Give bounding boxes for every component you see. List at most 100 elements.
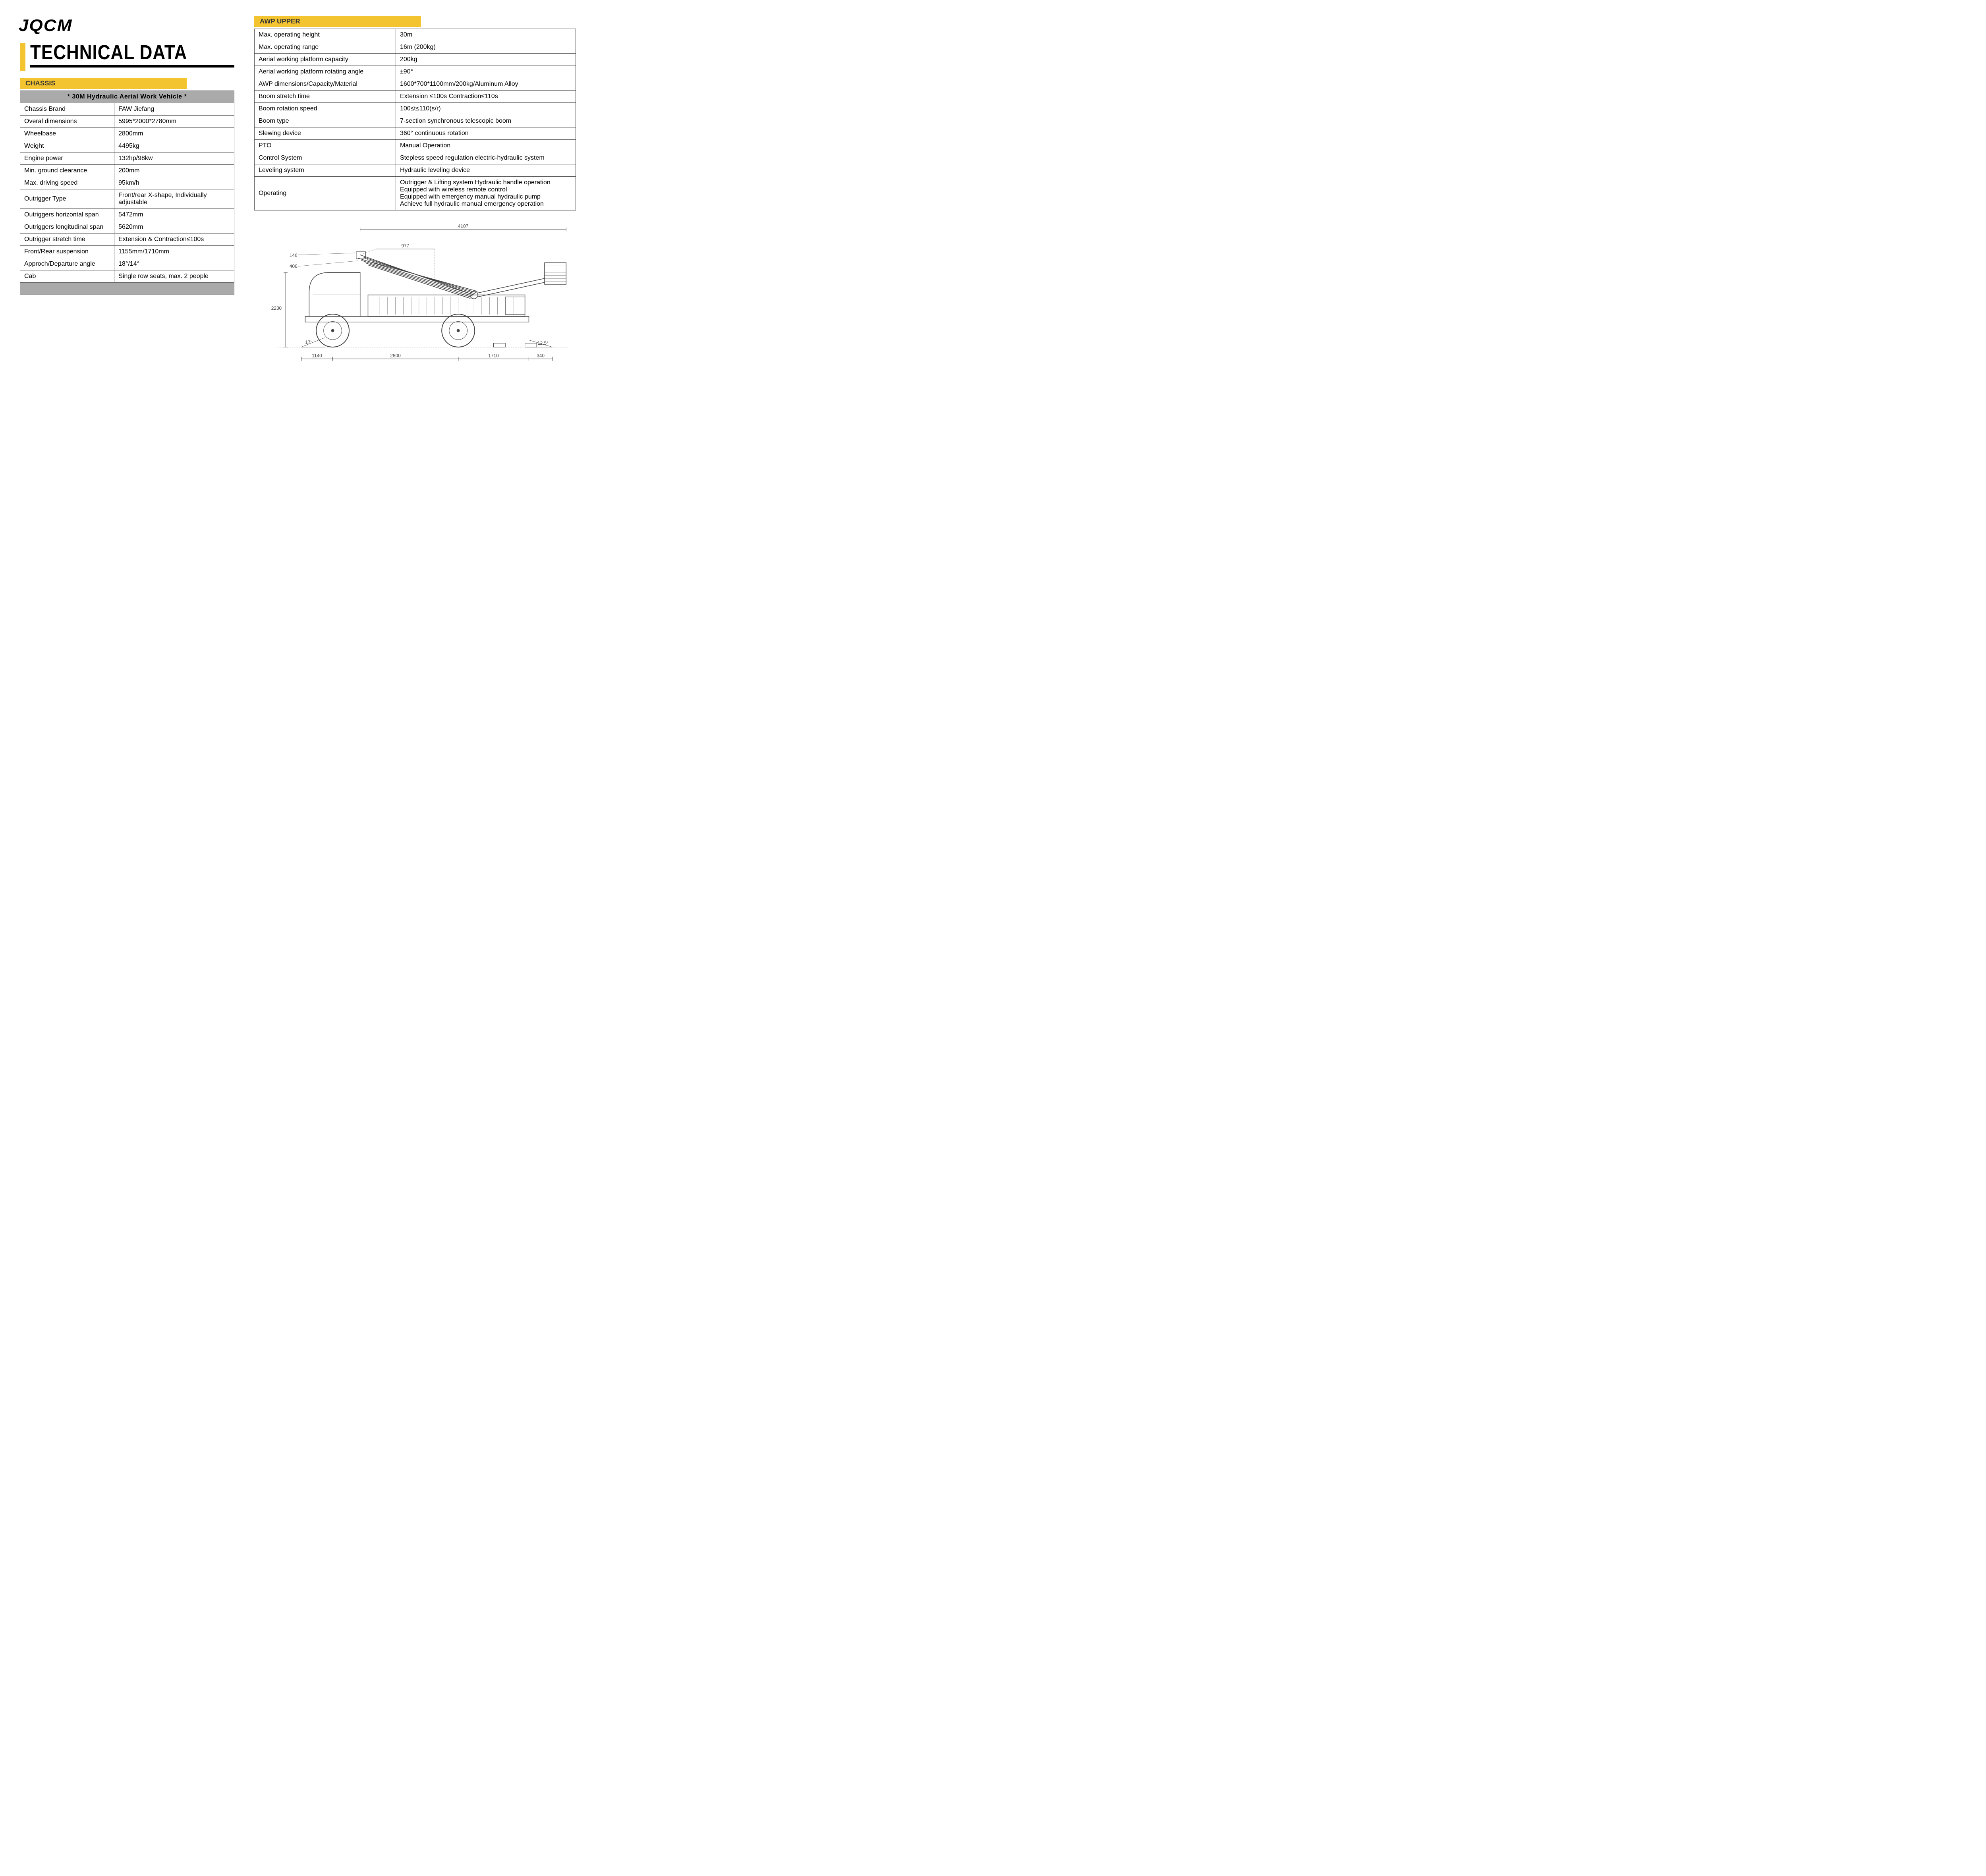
- table-row: Boom type7-section synchronous telescopi…: [255, 115, 576, 127]
- svg-text:340: 340: [537, 353, 545, 359]
- svg-text:17°: 17°: [305, 340, 312, 345]
- spec-label: Wheelbase: [20, 128, 114, 140]
- spec-label: Outriggers longitudinal span: [20, 221, 114, 234]
- title-accent-bar: [20, 43, 25, 71]
- svg-text:977: 977: [401, 243, 409, 249]
- spec-label: Boom rotation speed: [255, 103, 396, 115]
- spec-value: Stepless speed regulation electric-hydra…: [396, 152, 576, 164]
- spec-label: Operating: [255, 177, 396, 210]
- title-block: TECHNICAL DATA: [20, 43, 234, 71]
- table-row: Min. ground clearance200mm: [20, 165, 234, 177]
- svg-text:406: 406: [290, 263, 298, 269]
- spec-label: Leveling system: [255, 164, 396, 177]
- spec-value: 2800mm: [114, 128, 234, 140]
- chassis-table: * 30M Hydraulic Aerial Work Vehicle *Cha…: [20, 91, 234, 295]
- awp-section-header: AWP UPPER: [254, 16, 421, 27]
- svg-text:2800: 2800: [390, 353, 401, 359]
- spec-value: 7-section synchronous telescopic boom: [396, 115, 576, 127]
- spec-value: 18°/14°: [114, 258, 234, 270]
- table-row: Max. operating range16m (200kg): [255, 41, 576, 54]
- spec-value: 5472mm: [114, 209, 234, 221]
- table-row: Boom stretch timeExtension ≤100s Contrac…: [255, 91, 576, 103]
- spec-value: Front/rear X-shape, Individually adjusta…: [114, 189, 234, 209]
- title-underline: [30, 65, 234, 68]
- spec-value: 100≤t≤110(s/r): [396, 103, 576, 115]
- spec-label: Aerial working platform capacity: [255, 54, 396, 66]
- table-row: Max. operating height30m: [255, 29, 576, 41]
- spec-label: Slewing device: [255, 127, 396, 140]
- table-row: Aerial working platform rotating angle±9…: [255, 66, 576, 78]
- spec-value: 132hp/98kw: [114, 152, 234, 165]
- table-row: Outrigger TypeFront/rear X-shape, Indivi…: [20, 189, 234, 209]
- spec-value: 95km/h: [114, 177, 234, 189]
- spec-value: ±90°: [396, 66, 576, 78]
- table-row: Outriggers horizontal span5472mm: [20, 209, 234, 221]
- spec-label: Engine power: [20, 152, 114, 165]
- table-row: OperatingOutrigger & Lifting system Hydr…: [255, 177, 576, 210]
- spec-value: Single row seats, max. 2 people: [114, 270, 234, 283]
- spec-label: AWP dimensions/Capacity/Material: [255, 78, 396, 91]
- table-row: PTOManual Operation: [255, 140, 576, 152]
- right-column: AWP UPPER Max. operating height30mMax. o…: [254, 16, 576, 367]
- table-row: Max. driving speed95km/h: [20, 177, 234, 189]
- spec-value: 200kg: [396, 54, 576, 66]
- table-row: Wheelbase2800mm: [20, 128, 234, 140]
- table-row: AWP dimensions/Capacity/Material1600*700…: [255, 78, 576, 91]
- svg-text:146: 146: [290, 253, 298, 258]
- page: JQCM TECHNICAL DATA CHASSIS * 30M Hydrau…: [20, 16, 576, 367]
- spec-label: Outrigger Type: [20, 189, 114, 209]
- spec-label: Outriggers horizontal span: [20, 209, 114, 221]
- table-row: Overal dimensions5995*2000*2780mm: [20, 116, 234, 128]
- page-title: TECHNICAL DATA: [30, 41, 234, 64]
- svg-text:1710: 1710: [488, 353, 499, 359]
- table-row: Control SystemStepless speed regulation …: [255, 152, 576, 164]
- table-row: Engine power132hp/98kw: [20, 152, 234, 165]
- table-row: Outriggers longitudinal span5620mm: [20, 221, 234, 234]
- spec-value: 360° continuous rotation: [396, 127, 576, 140]
- table-row: Approch/Departure angle18°/14°: [20, 258, 234, 270]
- chassis-section-header: CHASSIS: [20, 78, 187, 89]
- spec-label: Min. ground clearance: [20, 165, 114, 177]
- spec-label: Chassis Brand: [20, 103, 114, 116]
- spec-value: 30m: [396, 29, 576, 41]
- spec-value: 4495kg: [114, 140, 234, 152]
- spec-label: Max. operating height: [255, 29, 396, 41]
- table-row: Weight4495kg: [20, 140, 234, 152]
- spec-label: Boom type: [255, 115, 396, 127]
- spec-label: Max. driving speed: [20, 177, 114, 189]
- chassis-table-title: * 30M Hydraulic Aerial Work Vehicle *: [20, 91, 234, 103]
- spec-label: Boom stretch time: [255, 91, 396, 103]
- spec-label: Front/Rear suspension: [20, 246, 114, 258]
- spec-value: 1155mm/1710mm: [114, 246, 234, 258]
- spec-label: Aerial working platform rotating angle: [255, 66, 396, 78]
- spec-label: PTO: [255, 140, 396, 152]
- spec-value: Hydraulic leveling device: [396, 164, 576, 177]
- spec-value: 1600*700*1100mm/200kg/Aluminum Alloy: [396, 78, 576, 91]
- spec-value: Outrigger & Lifting system Hydraulic han…: [396, 177, 576, 210]
- spec-value: 16m (200kg): [396, 41, 576, 54]
- brand-logo: JQCM: [19, 16, 73, 35]
- chassis-footer-row: [20, 283, 234, 295]
- spec-value: 5620mm: [114, 221, 234, 234]
- spec-value: 200mm: [114, 165, 234, 177]
- table-row: Front/Rear suspension1155mm/1710mm: [20, 246, 234, 258]
- spec-value: Extension ≤100s Contraction≤110s: [396, 91, 576, 103]
- spec-label: Max. operating range: [255, 41, 396, 54]
- spec-value: 5995*2000*2780mm: [114, 116, 234, 128]
- svg-text:12.5°: 12.5°: [537, 340, 549, 346]
- vehicle-diagram: 1140280017103404107977223014640617°12.5°: [254, 218, 576, 367]
- awp-table: Max. operating height30mMax. operating r…: [254, 29, 576, 210]
- table-row: Aerial working platform capacity200kg: [255, 54, 576, 66]
- spec-value: Extension & Contraction≤100s: [114, 234, 234, 246]
- spec-label: Weight: [20, 140, 114, 152]
- table-row: Chassis BrandFAW Jiefang: [20, 103, 234, 116]
- spec-label: Overal dimensions: [20, 116, 114, 128]
- table-row: Boom rotation speed100≤t≤110(s/r): [255, 103, 576, 115]
- table-row: Slewing device360° continuous rotation: [255, 127, 576, 140]
- table-row: Leveling systemHydraulic leveling device: [255, 164, 576, 177]
- spec-label: Control System: [255, 152, 396, 164]
- spec-label: Cab: [20, 270, 114, 283]
- left-column: JQCM TECHNICAL DATA CHASSIS * 30M Hydrau…: [20, 16, 234, 367]
- spec-label: Outrigger stretch time: [20, 234, 114, 246]
- svg-text:4107: 4107: [458, 224, 468, 229]
